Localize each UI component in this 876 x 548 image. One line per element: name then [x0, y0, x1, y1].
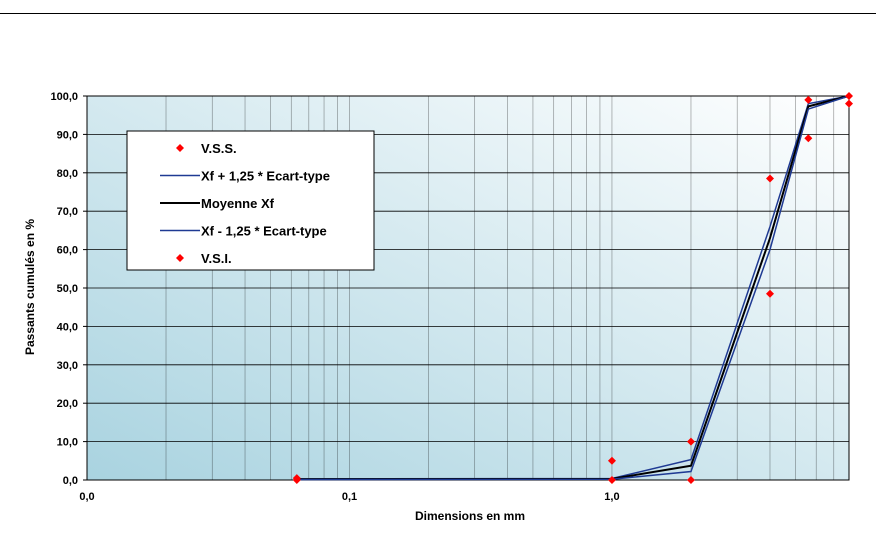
- data-point: [686, 476, 695, 484]
- data-point: [765, 174, 774, 183]
- x-axis-ticks: 0,0 0,1 1,0: [79, 491, 619, 503]
- legend-label: V.S.I.: [201, 251, 232, 266]
- data-point: [607, 456, 616, 465]
- y-tick-label: 0,0: [63, 475, 78, 487]
- series-line: [296, 95, 850, 481]
- x-tick-label: 0,1: [342, 491, 357, 503]
- legend-label: Xf + 1,25 * Ecart-type: [201, 169, 330, 184]
- legend-box: [126, 130, 375, 271]
- legend: V.S.S. Xf + 1,25 * Ecart-type Moyenne Xf Xf…: [126, 130, 375, 271]
- data-point: [607, 476, 616, 484]
- y-tick-label: 50,0: [57, 283, 78, 295]
- data-point: [845, 92, 853, 100]
- data-point: [686, 437, 695, 446]
- legend-label: Moyenne Xf: [201, 196, 275, 211]
- y-tick-label: 100,0: [50, 91, 78, 103]
- legend-label: Xf - 1,25 * Ecart-type: [201, 224, 327, 239]
- series-markers: [292, 92, 853, 484]
- y-tick-label: 40,0: [57, 321, 78, 333]
- y-tick-label: 80,0: [57, 168, 78, 180]
- y-tick-label: 90,0: [57, 129, 78, 141]
- data-point: [804, 134, 813, 143]
- data-point: [765, 289, 774, 298]
- y-axis-label: Passants cumulés en %: [23, 219, 37, 355]
- y-tick-label: 30,0: [57, 360, 78, 372]
- top-rule: [0, 13, 876, 14]
- data-point: [292, 476, 301, 484]
- y-axis-ticks: 0,0 10,0 20,0 30,0 40,0 50,0 60,0 70,0 80,0 90,0 1…: [50, 91, 87, 487]
- legend-marker-swatch: [176, 254, 184, 262]
- y-tick-label: 10,0: [57, 437, 78, 449]
- y-tick-label: 70,0: [57, 206, 78, 218]
- x-tick-label: 1,0: [604, 491, 619, 503]
- y-tick-label: 60,0: [57, 245, 78, 257]
- legend-marker-swatch: [176, 144, 184, 152]
- data-point: [845, 99, 853, 108]
- data-point: [804, 95, 813, 104]
- y-tick-label: 20,0: [57, 398, 78, 410]
- series-lines: [296, 95, 850, 481]
- x-axis-label: Dimensions en mm: [415, 509, 525, 523]
- legend-label: V.S.S.: [201, 141, 237, 156]
- x-tick-label: 0,0: [79, 491, 94, 503]
